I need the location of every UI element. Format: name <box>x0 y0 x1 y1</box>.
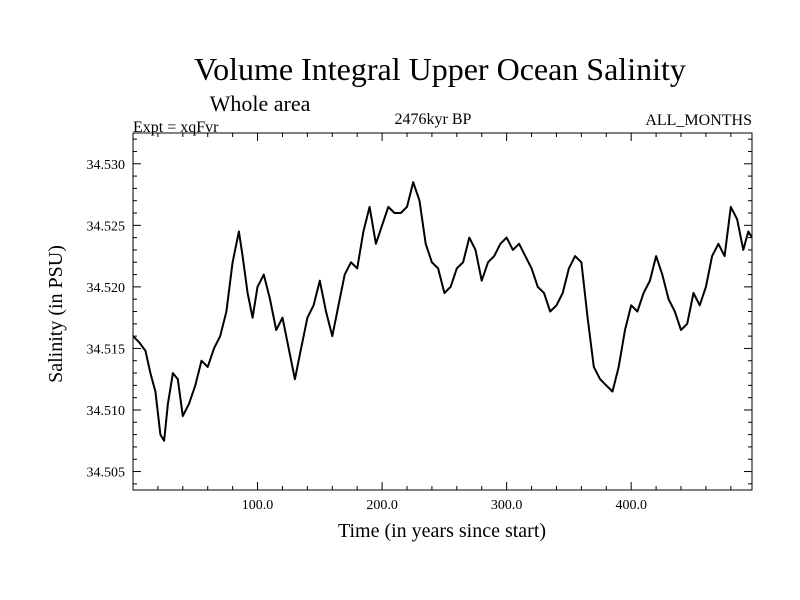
chart-title: Volume Integral Upper Ocean Salinity <box>194 51 686 87</box>
y-tick-label: 34.530 <box>87 158 126 173</box>
x-tick-label: 400.0 <box>615 498 647 513</box>
x-tick-label: 100.0 <box>242 498 274 513</box>
y-tick-label: 34.505 <box>87 466 126 481</box>
y-tick-label: 34.510 <box>87 404 126 419</box>
x-axis-ticks: 100.0 200.0 300.0 400.0 <box>157 133 732 513</box>
x-tick-label: 300.0 <box>491 498 523 513</box>
y-tick-label: 34.525 <box>87 219 126 234</box>
y-axis-ticks: 34.505 34.510 34.515 34.520 34.525 34.530 <box>87 138 752 485</box>
y-tick-label: 34.520 <box>87 281 126 296</box>
x-tick-label: 200.0 <box>366 498 398 513</box>
chart-subtitle: Whole area <box>210 91 311 116</box>
salinity-series-line <box>132 181 753 442</box>
y-tick-label: 34.515 <box>87 342 126 357</box>
y-axis-label: Salinity (in PSU) <box>45 245 67 383</box>
months-label: ALL_MONTHS <box>645 112 752 129</box>
period-label: 2476kyr BP <box>395 111 472 128</box>
x-axis-label: Time (in years since start) <box>338 520 546 542</box>
expt-label: Expt = xqFvr <box>133 119 219 136</box>
